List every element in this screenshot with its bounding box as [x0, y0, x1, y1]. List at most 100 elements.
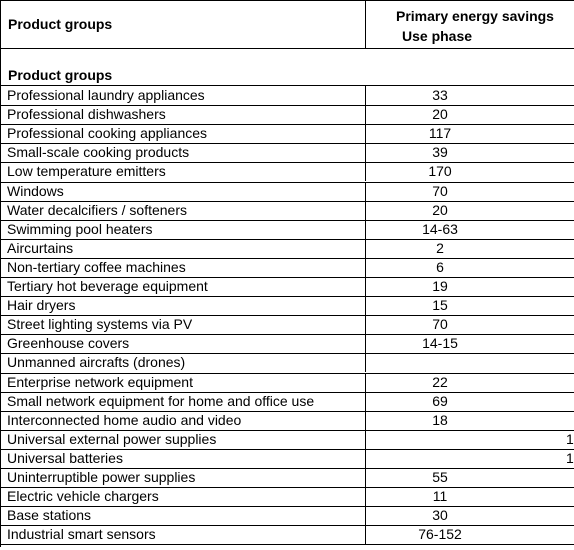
rule [365, 105, 366, 125]
product-group: Windows [7, 182, 64, 199]
savings-value: 55 [432, 469, 448, 485]
next-column-value: 1 [566, 430, 574, 447]
rule [0, 468, 574, 469]
product-group: Water decalcifiers / softeners [7, 201, 187, 218]
rule [0, 277, 574, 278]
savings-value: 117 [428, 125, 452, 142]
rule [365, 468, 366, 488]
product-group: Enterprise network equipment [7, 373, 193, 390]
savings-value: 20 [432, 106, 448, 123]
rule [365, 391, 366, 411]
rule [0, 525, 574, 527]
rule [0, 506, 574, 508]
rule [365, 506, 366, 526]
product-group: Professional dishwashers [7, 106, 166, 123]
product-group: Universal batteries [7, 449, 123, 466]
rule [0, 181, 574, 183]
rule [0, 391, 574, 393]
rule [365, 86, 366, 106]
rule [365, 410, 366, 430]
savings-value: 19 [432, 278, 448, 294]
rule [0, 143, 574, 145]
product-group: Small-scale cooking products [7, 144, 190, 161]
rule [365, 334, 366, 354]
product-group: Electric vehicle chargers [7, 488, 159, 505]
rule [0, 296, 574, 298]
rule [365, 525, 366, 545]
rule [0, 200, 574, 202]
rule [365, 200, 366, 220]
column-title: Use phase [402, 28, 473, 44]
rule [0, 105, 574, 107]
product-group: Industrial smart sensors [7, 526, 156, 543]
rule [365, 372, 366, 392]
product-group: Swimming pool heaters [7, 220, 153, 237]
product-group: Professional laundry appliances [7, 87, 205, 103]
rule [0, 372, 574, 374]
savings-value: 22 [432, 373, 448, 390]
savings-value: 2 [436, 239, 444, 256]
rule [365, 162, 366, 182]
rule [0, 257, 574, 259]
savings-value: 30 [432, 507, 448, 524]
rule [365, 296, 366, 316]
savings-value: 76-152 [418, 526, 462, 543]
rule [0, 315, 574, 317]
product-group: Small network equipment for home and off… [7, 392, 315, 409]
rule [365, 124, 366, 144]
rule [0, 219, 574, 221]
product-group: Low temperature emitters [7, 163, 166, 180]
product-group: Unmanned aircrafts (drones) [7, 354, 186, 371]
savings-value: 69 [432, 392, 448, 409]
rule [0, 410, 574, 412]
rule [365, 487, 366, 507]
rule [365, 257, 366, 277]
column-title: Primary energy savings [396, 8, 554, 24]
rule [0, 0, 1, 547]
product-group: Base stations [7, 507, 92, 524]
rule [365, 219, 366, 239]
savings-value: 20 [432, 201, 448, 218]
savings-value: 70 [432, 316, 448, 333]
next-column-value: 1 [566, 449, 574, 466]
product-group: Street lighting systems via PV [7, 316, 193, 333]
savings-value: 33 [432, 87, 448, 103]
rule [0, 429, 574, 431]
savings-value: 11 [432, 488, 448, 505]
rule [0, 162, 574, 164]
rule [365, 315, 366, 335]
product-group: Universal external power supplies [7, 430, 217, 447]
rule [0, 334, 574, 336]
savings-value: 170 [428, 163, 452, 180]
rule [0, 353, 574, 355]
product-group: Non-tertiary coffee machines [7, 258, 186, 275]
rule [0, 85, 574, 86]
header-title: Product groups [8, 16, 113, 32]
product-group: Uninterruptible power supplies [7, 469, 196, 485]
product-group: Tertiary hot beverage equipment [7, 278, 208, 294]
rule [0, 238, 574, 240]
section-title: Product groups [8, 67, 113, 83]
savings-value: 70 [432, 182, 448, 199]
rule [0, 544, 574, 546]
rule [365, 143, 366, 163]
savings-value: 14-63 [422, 220, 458, 237]
savings-value: 6 [436, 258, 444, 275]
product-group: Interconnected home audio and video [7, 411, 242, 428]
rule [365, 238, 366, 258]
rule [365, 448, 366, 468]
rule [0, 48, 574, 49]
product-group: Aircurtains [7, 239, 74, 256]
savings-value: 18 [432, 411, 448, 428]
rule [0, 448, 574, 450]
rule [365, 0, 366, 48]
savings-value: 39 [432, 144, 448, 161]
rule [365, 353, 366, 373]
rule [0, 487, 574, 489]
savings-value: 14-15 [422, 335, 458, 352]
savings-value: 15 [432, 297, 448, 314]
product-group: Professional cooking appliances [7, 125, 208, 142]
rule [0, 0, 574, 1]
